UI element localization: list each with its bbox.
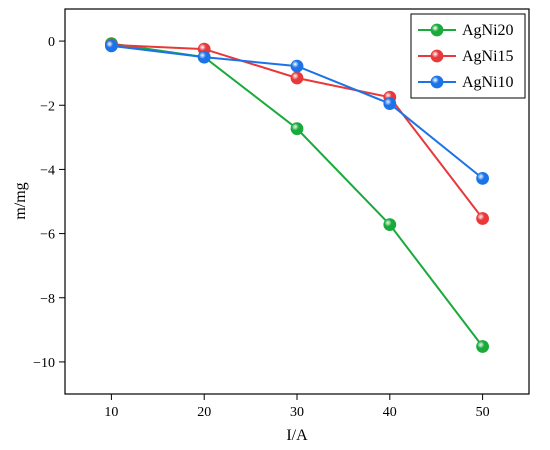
- data-point: [290, 122, 304, 136]
- x-tick-label: 50: [476, 405, 490, 420]
- data-point: [105, 39, 118, 53]
- series-AgNi10: [105, 39, 490, 185]
- x-tick-label: 10: [104, 405, 118, 420]
- data-point: [476, 340, 490, 353]
- y-tick-label: −6: [40, 228, 55, 243]
- legend-marker: [430, 49, 444, 63]
- y-tick-label: −4: [40, 163, 55, 178]
- axis-ticks: 10 20 30 40 50 0 −2 −4 −6 −8 −10: [33, 35, 490, 420]
- legend-item: AgNi10: [418, 74, 514, 91]
- legend-label: AgNi10: [462, 74, 514, 91]
- y-tick-label: 0: [48, 35, 55, 50]
- y-tick-label: −2: [40, 99, 55, 114]
- legend: AgNi20 AgNi15 AgNi10: [410, 13, 526, 99]
- x-tick-label: 30: [290, 405, 304, 420]
- data-point: [383, 97, 397, 111]
- data-point: [290, 71, 304, 85]
- data-point: [383, 218, 397, 232]
- legend-item: AgNi15: [418, 48, 514, 65]
- data-point: [290, 59, 304, 73]
- legend-marker: [430, 23, 444, 37]
- x-axis-title: I/A: [286, 427, 308, 444]
- legend-marker: [430, 75, 444, 89]
- data-point: [476, 171, 490, 185]
- legend-label: AgNi20: [462, 22, 514, 39]
- y-axis-title: m/mg: [12, 182, 29, 219]
- legend-item: AgNi20: [418, 22, 514, 39]
- x-tick-label: 40: [383, 405, 397, 420]
- data-point: [476, 212, 490, 225]
- legend-label: AgNi15: [462, 48, 514, 65]
- y-tick-label: −10: [33, 356, 55, 371]
- y-tick-label: −8: [40, 292, 55, 307]
- data-point: [197, 50, 211, 64]
- series-layer: [105, 37, 490, 353]
- x-tick-label: 20: [197, 405, 211, 420]
